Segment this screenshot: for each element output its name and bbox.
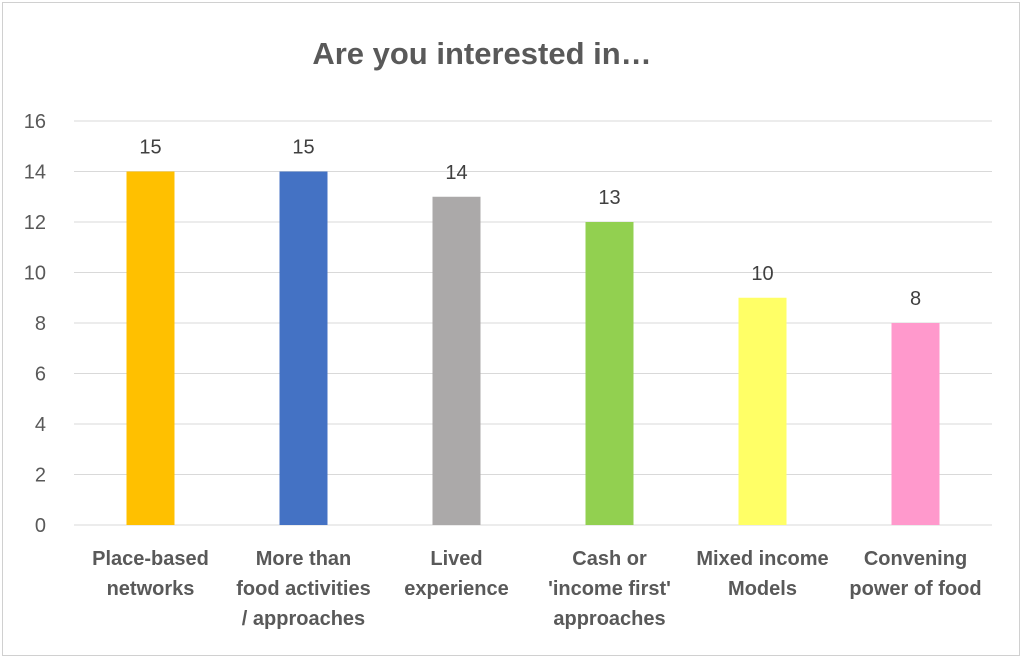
category-label-line: power of food [849,578,981,600]
bar [585,222,634,525]
y-tick-label: 4 [35,414,46,436]
y-tick-label: 6 [35,364,46,386]
y-tick-label: 12 [24,212,46,234]
bar [279,171,328,525]
category-label-line: 'income first' [548,578,671,600]
data-label: 13 [598,187,620,209]
category-label: Cash or 'income first' approaches [548,548,671,630]
y-tick-label: 10 [24,263,46,285]
category-label-line: approaches [553,608,665,630]
data-label: 10 [751,263,773,285]
category-label-line: networks [107,578,195,600]
chart-title: Are you interested in… [312,36,652,71]
data-labels: 15 15 14 13 10 8 [139,137,921,311]
data-label: 14 [445,162,467,184]
bar [432,196,481,525]
bar [126,171,175,525]
category-label: More than food activities / approaches [236,548,370,630]
category-label: Convening power of food [849,548,981,600]
category-label: Lived experience [404,548,509,600]
category-label: Place-based networks [92,548,209,600]
y-tick-label: 0 [35,515,46,537]
y-tick-label: 14 [24,162,46,184]
data-label: 8 [910,288,921,310]
category-label-line: experience [404,578,509,600]
category-label: Mixed income Models [696,548,828,600]
bar [891,323,940,525]
y-tick-label: 2 [35,465,46,487]
y-tick-label: 16 [24,111,46,133]
category-label-line: Lived [430,548,482,570]
category-label-line: Convening [864,548,967,570]
category-label-line: Mixed income [696,548,828,570]
category-label-line: Models [728,578,797,600]
data-label: 15 [139,137,161,159]
category-label-line: More than [256,548,352,570]
y-axis-ticks: 0 2 4 6 8 10 12 14 16 [24,111,46,537]
category-label-line: food activities [236,578,370,600]
bars [126,171,940,525]
category-label-line: Cash or [572,548,647,570]
data-label: 15 [292,137,314,159]
category-label-line: / approaches [242,608,365,630]
bar [738,297,787,525]
gridlines [74,120,992,526]
category-label-line: Place-based [92,548,209,570]
x-axis-labels: Place-based networks More than food activit… [92,548,981,630]
y-tick-label: 8 [35,313,46,335]
